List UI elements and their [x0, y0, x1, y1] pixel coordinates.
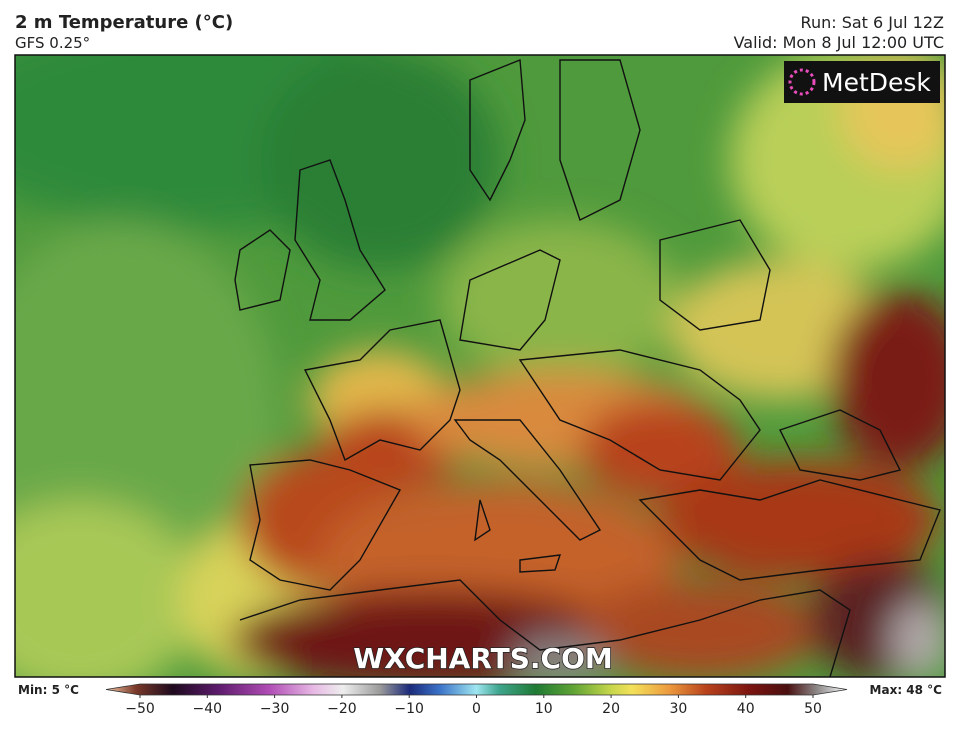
temperature-map: MetDesk WXCHARTS.COM: [15, 55, 945, 677]
legend-tick-label: 10: [535, 701, 553, 717]
map-frame: [14, 54, 946, 678]
legend-tick-label: 30: [669, 701, 687, 717]
watermark: WXCHARTS.COM: [353, 642, 613, 675]
legend-tick-label: 40: [737, 701, 755, 717]
legend-tick-label: −30: [260, 701, 290, 717]
color-legend: Min: 5 °C Max: 48 °C −50 −40 −30 −20 −10 0 10 2…: [18, 683, 942, 717]
min-label: Min: 5 °C: [18, 683, 79, 697]
valid-time: Valid: Mon 8 Jul 12:00 UTC: [734, 33, 944, 52]
legend-tick-label: −40: [193, 701, 223, 717]
max-label: Max: 48 °C: [870, 683, 943, 697]
logo: MetDesk: [822, 68, 931, 97]
run: Run: Sat 6 Jul 12Z: [801, 13, 944, 32]
legend-tick-label: −10: [394, 701, 424, 717]
color-bar: [105, 683, 848, 696]
model: GFS 0.25°: [15, 34, 90, 52]
title: 2 m Temperature (°C): [15, 12, 233, 33]
legend-tick-label: 50: [804, 701, 822, 717]
logo-box: MetDesk: [784, 61, 940, 103]
legend-tick-label: 0: [472, 701, 481, 717]
legend-tick-label: −50: [125, 701, 155, 717]
legend-tick-label: 20: [602, 701, 620, 717]
legend-tick-label: −20: [327, 701, 357, 717]
